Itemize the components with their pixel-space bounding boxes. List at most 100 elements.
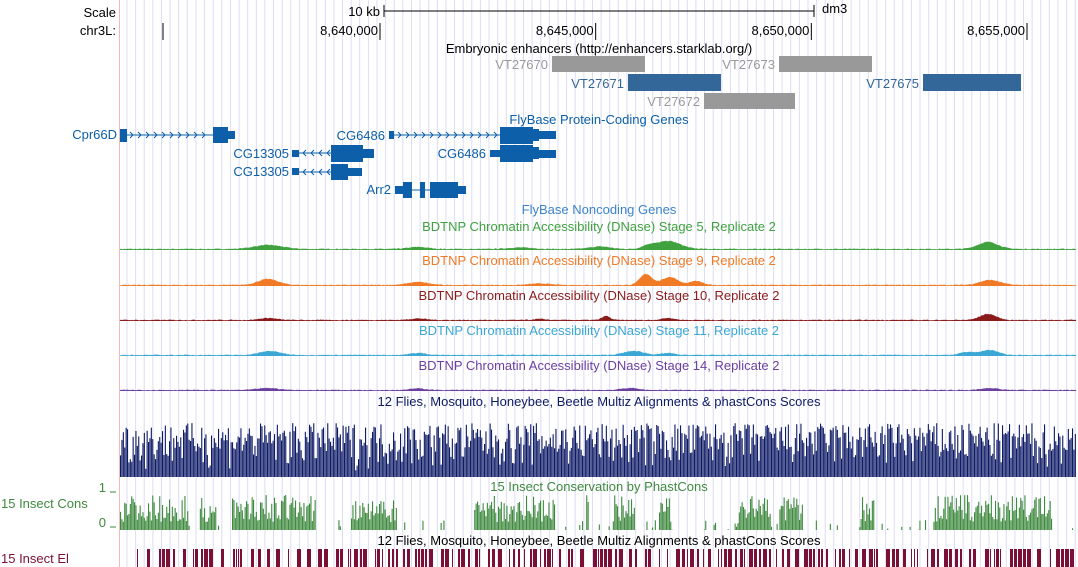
strand-arrow	[145, 131, 150, 139]
scale-bar-label: 10 kb	[348, 4, 380, 19]
enhancer-VT27675-feature[interactable]	[923, 74, 1021, 91]
gene-exon	[420, 182, 425, 198]
ruler-tick-label: 8,640,000	[320, 23, 378, 38]
dnase-stage10-title: BDTNP Chromatin Accessibility (DNase) St…	[418, 288, 779, 303]
strand-arrow	[201, 131, 206, 139]
strand-arrows	[302, 149, 331, 157]
gene-utr	[490, 150, 500, 157]
strand-arrow	[413, 131, 418, 139]
gene-CG6486-label[interactable]: CG6486	[438, 146, 486, 161]
gene-utr	[539, 131, 556, 139]
strand-arrow	[177, 131, 182, 139]
gene-exon	[213, 127, 228, 143]
strand-arrow	[469, 131, 474, 139]
strand-arrow	[129, 131, 134, 139]
enhancer-VT27671-feature[interactable]	[628, 74, 721, 91]
dnase-stage5-title: BDTNP Chromatin Accessibility (DNase) St…	[422, 219, 776, 234]
gene-utr	[389, 131, 394, 139]
strand-arrow	[137, 131, 142, 139]
gene-exon	[403, 182, 412, 198]
strand-arrow	[193, 131, 198, 139]
enhancer-VT27675-label[interactable]: VT27675	[866, 76, 919, 91]
strand-arrow	[326, 168, 331, 176]
genes-track-title: FlyBase Protein-Coding Genes	[509, 112, 689, 127]
strand-arrows	[302, 168, 331, 176]
strand-arrow	[161, 131, 166, 139]
gene-CG13305-a[interactable]: CG13305	[233, 145, 374, 162]
enhancer-VT27673-feature[interactable]	[779, 56, 872, 72]
strand-arrow	[405, 131, 410, 139]
strand-arrow	[318, 168, 323, 176]
gene-utr	[395, 186, 403, 194]
strand-arrows	[129, 131, 206, 139]
phastcons-signal	[120, 495, 1074, 530]
conserved-elements-blocks	[137, 549, 1074, 567]
gene-exon	[331, 164, 348, 180]
gene-exon	[500, 127, 533, 144]
gene-CG6486-a[interactable]: CG6486	[337, 127, 556, 144]
gene-Cpr66D[interactable]: Cpr66D	[72, 127, 235, 143]
phastcons-track-title: 15 Insect Conservation by PhastCons	[490, 479, 708, 494]
phastcons-side-label[interactable]: 15 Insect Cons	[1, 496, 88, 511]
conserved-elements-side-label[interactable]: 15 Insect El	[1, 551, 69, 566]
dnase-stage14-track[interactable]: BDTNP Chromatin Accessibility (DNase) St…	[120, 358, 1076, 391]
strand-arrow	[429, 131, 434, 139]
strand-arrow	[302, 149, 307, 157]
strand-arrow	[153, 131, 158, 139]
strand-arrow	[485, 131, 490, 139]
gene-utr	[292, 150, 299, 157]
noncoding-track-title: FlyBase Noncoding Genes	[522, 202, 677, 217]
gene-exon	[533, 147, 539, 159]
strand-arrow	[477, 131, 482, 139]
enhancer-VT27671-label[interactable]: VT27671	[571, 76, 624, 91]
enhancers-track[interactable]: VT27670 VT27671 VT27672 VT27673 VT27675	[495, 56, 1021, 109]
gene-exon	[533, 129, 539, 141]
dnase-stage11-track[interactable]: BDTNP Chromatin Accessibility (DNase) St…	[120, 323, 1076, 356]
conserved-elements-track-title: 12 Flies, Mosquito, Honeybee, Beetle Mul…	[378, 533, 821, 548]
gene-Cpr66D-label[interactable]: Cpr66D	[72, 127, 117, 142]
gene-utr	[539, 150, 556, 158]
base-position-ruler[interactable]: Scale chr3L: 10 kb dm3 8,640,000 8,645,00…	[80, 1, 1028, 40]
dnase-stage9-title: BDTNP Chromatin Accessibility (DNase) St…	[422, 253, 776, 268]
dnase-stage5-signal	[120, 240, 1076, 250]
enhancer-VT27670-feature[interactable]	[552, 56, 645, 72]
gene-exon	[500, 145, 533, 162]
dnase-stage14-signal	[120, 387, 1076, 391]
strand-arrow	[326, 149, 331, 157]
gene-utr	[292, 168, 299, 175]
ruler-tick-label: 8,650,000	[751, 23, 809, 38]
dnase-stage5-track[interactable]: BDTNP Chromatin Accessibility (DNase) St…	[120, 219, 1076, 250]
gene-CG13305-b[interactable]: CG13305	[233, 164, 362, 180]
gene-CG6486-b[interactable]: CG6486	[438, 145, 556, 162]
strand-arrow	[397, 131, 402, 139]
strand-arrow	[445, 131, 450, 139]
gene-CG6486-label[interactable]: CG6486	[337, 128, 385, 143]
gene-exon	[120, 129, 127, 142]
enhancer-VT27672-feature[interactable]	[704, 93, 795, 109]
gene-CG13305-label[interactable]: CG13305	[233, 146, 289, 161]
gene-Arr2[interactable]: Arr2	[366, 182, 466, 198]
conserved-elements-track[interactable]: 12 Flies, Mosquito, Honeybee, Beetle Mul…	[1, 533, 1074, 567]
enhancer-VT27670-label[interactable]: VT27670	[495, 57, 548, 72]
ruler-tick-label: 8,645,000	[536, 23, 594, 38]
enhancer-VT27673-label[interactable]: VT27673	[722, 57, 775, 72]
multiz-track[interactable]: 12 Flies, Mosquito, Honeybee, Beetle Mul…	[120, 394, 1076, 477]
gene-CG13305-label[interactable]: CG13305	[233, 164, 289, 179]
multiz-conservation-signal	[120, 423, 1076, 477]
gene-utr	[348, 168, 362, 176]
strand-arrow	[453, 131, 458, 139]
assembly-label: dm3	[822, 1, 847, 16]
strand-arrow	[461, 131, 466, 139]
gene-Arr2-label[interactable]: Arr2	[366, 182, 391, 197]
gene-utr	[228, 131, 235, 139]
genes-track[interactable]: Cpr66D CG13305 CG13305 CG6486	[72, 127, 556, 198]
strand-arrows	[397, 131, 498, 139]
strand-arrow	[437, 131, 442, 139]
phastcons-track[interactable]: 15 Insect Conservation by PhastCons 1 0 …	[1, 479, 1074, 530]
enhancer-VT27672-label[interactable]: VT27672	[647, 94, 700, 109]
dnase-stage10-track[interactable]: BDTNP Chromatin Accessibility (DNase) St…	[120, 288, 1076, 321]
dnase-stage14-title: BDTNP Chromatin Accessibility (DNase) St…	[418, 358, 779, 373]
dnase-stage9-track[interactable]: BDTNP Chromatin Accessibility (DNase) St…	[120, 253, 1076, 286]
strand-arrow	[493, 131, 498, 139]
